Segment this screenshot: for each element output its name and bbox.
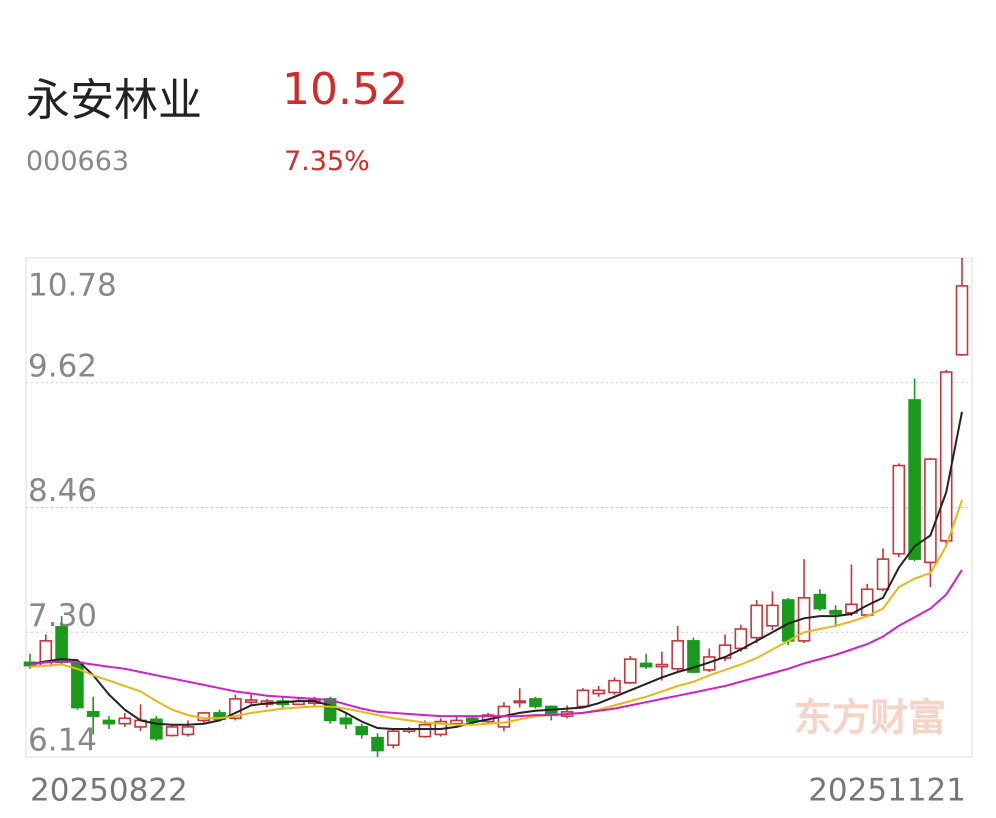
candle-body: [829, 609, 842, 615]
x-tick-label: 20251121: [808, 773, 966, 809]
moving-average-line: [29, 499, 963, 726]
candle-body: [939, 371, 953, 542]
candle-body: [150, 718, 163, 740]
candle-body: [750, 604, 763, 639]
stock-code: 000663: [26, 146, 130, 177]
stock-name: 永安林业: [26, 75, 202, 126]
candle-body: [955, 285, 969, 356]
candle-body: [86, 711, 100, 717]
candle-body: [55, 626, 68, 664]
candle-body: [371, 736, 384, 752]
moving-average-line: [29, 411, 963, 730]
stock-change: 7.35%: [284, 146, 370, 177]
y-tick-label: 8.46: [28, 473, 97, 509]
candle-body: [876, 558, 890, 591]
candle-body: [339, 717, 353, 725]
candle-body: [671, 640, 684, 670]
candle-body: [924, 458, 937, 564]
candle-body: [908, 399, 921, 560]
candle-body: [734, 628, 748, 650]
candle-body: [592, 689, 605, 695]
y-tick-label: 10.78: [28, 268, 117, 304]
moving-average-line: [29, 569, 963, 718]
candle-body: [181, 726, 195, 736]
candle-body: [513, 700, 526, 704]
x-tick-label: 20250822: [30, 773, 188, 809]
candle-body: [355, 726, 369, 736]
candle-body: [892, 464, 906, 555]
candle-body: [418, 723, 432, 738]
candle-body: [576, 689, 590, 708]
candle-body: [387, 730, 400, 746]
candle-body: [229, 698, 242, 720]
candle-body: [466, 717, 479, 723]
y-tick-label: 9.62: [28, 348, 97, 384]
candle-body: [102, 719, 116, 725]
candle-body: [608, 679, 621, 694]
candle-body: [323, 698, 337, 722]
candle-body: [623, 658, 637, 684]
y-tick-label: 6.14: [28, 723, 97, 759]
candle-body: [766, 604, 779, 627]
candle-body: [781, 599, 795, 642]
candle-body: [860, 588, 874, 616]
candle-body: [450, 719, 463, 725]
candle-body: [655, 663, 669, 668]
candle-body: [118, 717, 132, 725]
candle-body: [244, 699, 258, 703]
candle-body: [813, 593, 827, 610]
candle-body: [639, 662, 653, 668]
watermark: 东方财富: [794, 696, 946, 740]
candle-body: [529, 698, 542, 708]
stock-price: 10.52: [282, 64, 408, 115]
candle-body: [165, 726, 179, 737]
candle-body: [687, 640, 700, 673]
